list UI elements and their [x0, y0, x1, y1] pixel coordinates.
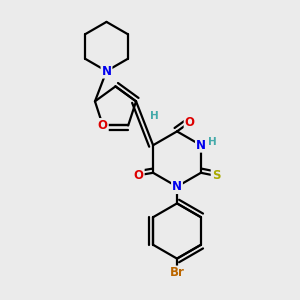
- Text: H: H: [208, 136, 217, 147]
- Text: O: O: [134, 169, 144, 182]
- Text: O: O: [98, 119, 108, 132]
- Text: N: N: [101, 64, 112, 78]
- Text: O: O: [184, 116, 195, 129]
- Text: N: N: [196, 139, 206, 152]
- Text: S: S: [212, 169, 220, 182]
- Text: H: H: [150, 111, 159, 121]
- Text: N: N: [172, 180, 182, 193]
- Text: Br: Br: [169, 266, 184, 280]
